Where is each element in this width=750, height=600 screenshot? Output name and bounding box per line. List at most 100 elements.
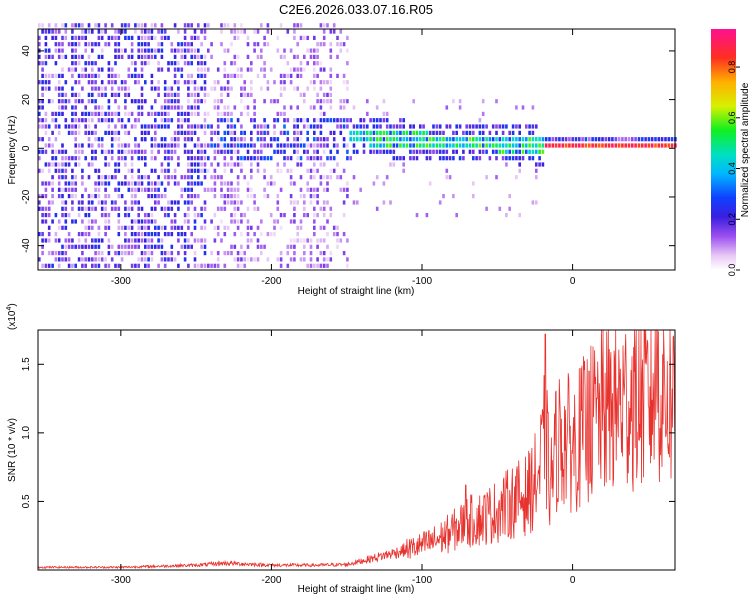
- heatmap-cell: [230, 86, 233, 91]
- heatmap-cell: [64, 251, 68, 256]
- heatmap-cell: [260, 244, 263, 249]
- heatmap-cell: [197, 111, 200, 116]
- heatmap-cell: [319, 251, 323, 256]
- heatmap-cell: [94, 23, 97, 28]
- heatmap-cell: [154, 111, 157, 116]
- heatmap-cell: [216, 232, 220, 237]
- heatmap-cell: [382, 143, 386, 148]
- heatmap-cell: [230, 61, 233, 66]
- heatmap-cell: [329, 149, 333, 154]
- heatmap-cell: [495, 124, 498, 129]
- heatmap-cell: [173, 23, 177, 28]
- heatmap-cell: [44, 219, 48, 224]
- heatmap-cell: [197, 54, 200, 59]
- heatmap-cell: [240, 99, 243, 104]
- heatmap-cell: [177, 61, 180, 66]
- heatmap-cell: [326, 80, 329, 85]
- heatmap-cell: [74, 124, 77, 129]
- heatmap-cell: [243, 257, 246, 262]
- heatmap-cell: [309, 200, 313, 205]
- heatmap-cell: [349, 130, 352, 135]
- heatmap-cell: [127, 143, 131, 148]
- heatmap-cell: [61, 200, 64, 205]
- heatmap-cell: [38, 257, 41, 262]
- heatmap-cell: [61, 156, 64, 161]
- heatmap-cell: [107, 149, 111, 154]
- heatmap-cell: [187, 206, 190, 211]
- heatmap-cell: [167, 86, 170, 91]
- heatmap-cell: [584, 143, 588, 148]
- heatmap-cell: [289, 73, 293, 78]
- heatmap-cell: [134, 99, 137, 104]
- heatmap-cell: [452, 156, 455, 161]
- heatmap-cell: [220, 175, 223, 180]
- heatmap-cell: [541, 149, 545, 154]
- heatmap-cell: [173, 257, 177, 262]
- heatmap-cell: [289, 143, 293, 148]
- heatmap-cell: [104, 42, 107, 47]
- heatmap-cell: [154, 181, 157, 186]
- heatmap-cell: [250, 194, 253, 199]
- heatmap-cell: [124, 48, 127, 53]
- heatmap-cell: [57, 162, 61, 167]
- heatmap-cell: [183, 137, 187, 142]
- heatmap-cell: [279, 168, 283, 173]
- heatmap-cell: [100, 35, 104, 40]
- heatmap-cell: [226, 251, 230, 256]
- heatmap-cell: [170, 257, 174, 262]
- heatmap-cell: [283, 213, 286, 218]
- heatmap-cell: [114, 35, 117, 40]
- heatmap-cell: [276, 35, 280, 40]
- heatmap-cell: [296, 162, 299, 167]
- heatmap-cell: [104, 194, 107, 199]
- heatmap-cell: [100, 238, 104, 243]
- heatmap-cell: [561, 137, 565, 142]
- heatmap-cell: [160, 124, 164, 129]
- heatmap-cell: [41, 29, 44, 34]
- heatmap-cell: [246, 92, 250, 97]
- heatmap-cell: [243, 263, 246, 268]
- heatmap-cell: [91, 67, 94, 72]
- heatmap-cell: [306, 213, 309, 218]
- heatmap-cell: [183, 149, 187, 154]
- heatmap-cell: [203, 149, 207, 154]
- heatmap-cell: [223, 156, 227, 161]
- heatmap-cell: [664, 137, 667, 142]
- heatmap-cell: [180, 111, 184, 116]
- heatmap-cell: [137, 200, 140, 205]
- heatmap-cell: [91, 219, 94, 224]
- heatmap-cell: [326, 156, 329, 161]
- heatmap-cell: [67, 187, 71, 192]
- heatmap-cell: [140, 73, 144, 78]
- heatmap-cell: [346, 48, 349, 53]
- heatmap-cell: [81, 35, 84, 40]
- heatmap-cell: [163, 225, 167, 230]
- x-tick-label: 0: [570, 276, 576, 287]
- heatmap-cell: [508, 137, 511, 142]
- heatmap-cell: [150, 238, 154, 243]
- heatmap-cell: [495, 156, 498, 161]
- heatmap-cell: [57, 168, 61, 173]
- colorbar-gradient: [711, 29, 736, 270]
- heatmap-cell: [303, 67, 306, 72]
- heatmap-cell: [104, 225, 107, 230]
- heatmap-cell: [452, 137, 455, 142]
- heatmap-cell: [127, 67, 131, 72]
- heatmap-cell: [84, 67, 87, 72]
- heatmap-cell: [134, 263, 137, 268]
- heatmap-cell: [64, 187, 68, 192]
- heatmap-cell: [240, 92, 243, 97]
- heatmap-cell: [366, 130, 369, 135]
- heatmap-cell: [38, 23, 41, 28]
- heatmap-cell: [177, 137, 180, 142]
- heatmap-cell: [64, 29, 68, 34]
- heatmap-cell: [402, 130, 405, 135]
- heatmap-cell: [564, 143, 568, 148]
- heatmap-cell: [332, 23, 336, 28]
- heatmap-cell: [319, 130, 323, 135]
- heatmap-cell: [226, 80, 230, 85]
- heatmap-cell: [468, 143, 472, 148]
- heatmap-cell: [597, 143, 601, 148]
- heatmap-cell: [322, 42, 326, 47]
- y-multiplier: (x104): [6, 303, 18, 330]
